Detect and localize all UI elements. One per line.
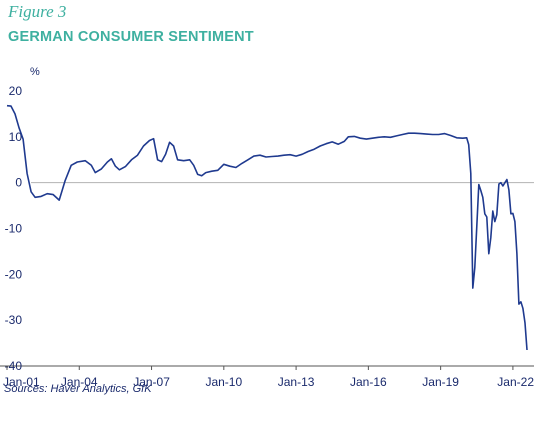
x-tick-label: Jan-10 (205, 375, 242, 389)
y-tick-label: 10 (9, 130, 23, 144)
x-tick-label: Jan-04 (61, 375, 98, 389)
y-axis-unit: % (30, 66, 40, 78)
x-tick-label: Jan-01 (3, 375, 40, 389)
y-tick-label: 0 (15, 176, 22, 190)
y-tick-label: -10 (5, 222, 23, 236)
y-tick-label: -20 (5, 267, 23, 281)
figure-label: Figure 3 (8, 2, 67, 21)
chart-title: GERMAN CONSUMER SENTIMENT (8, 29, 254, 45)
series-line (6, 104, 528, 351)
y-tick-label: -40 (5, 359, 23, 373)
source-note: Sources: Haver Analytics, GfK (4, 383, 152, 395)
x-tick-label: Jan-16 (350, 375, 387, 389)
x-tick-label: Jan-22 (497, 375, 534, 389)
x-tick-label: Jan-07 (133, 375, 170, 389)
y-tick-label: -30 (5, 313, 23, 327)
x-tick-label: Jan-19 (422, 375, 459, 389)
x-tick-label: Jan-13 (278, 375, 315, 389)
y-tick-label: 20 (9, 84, 23, 98)
